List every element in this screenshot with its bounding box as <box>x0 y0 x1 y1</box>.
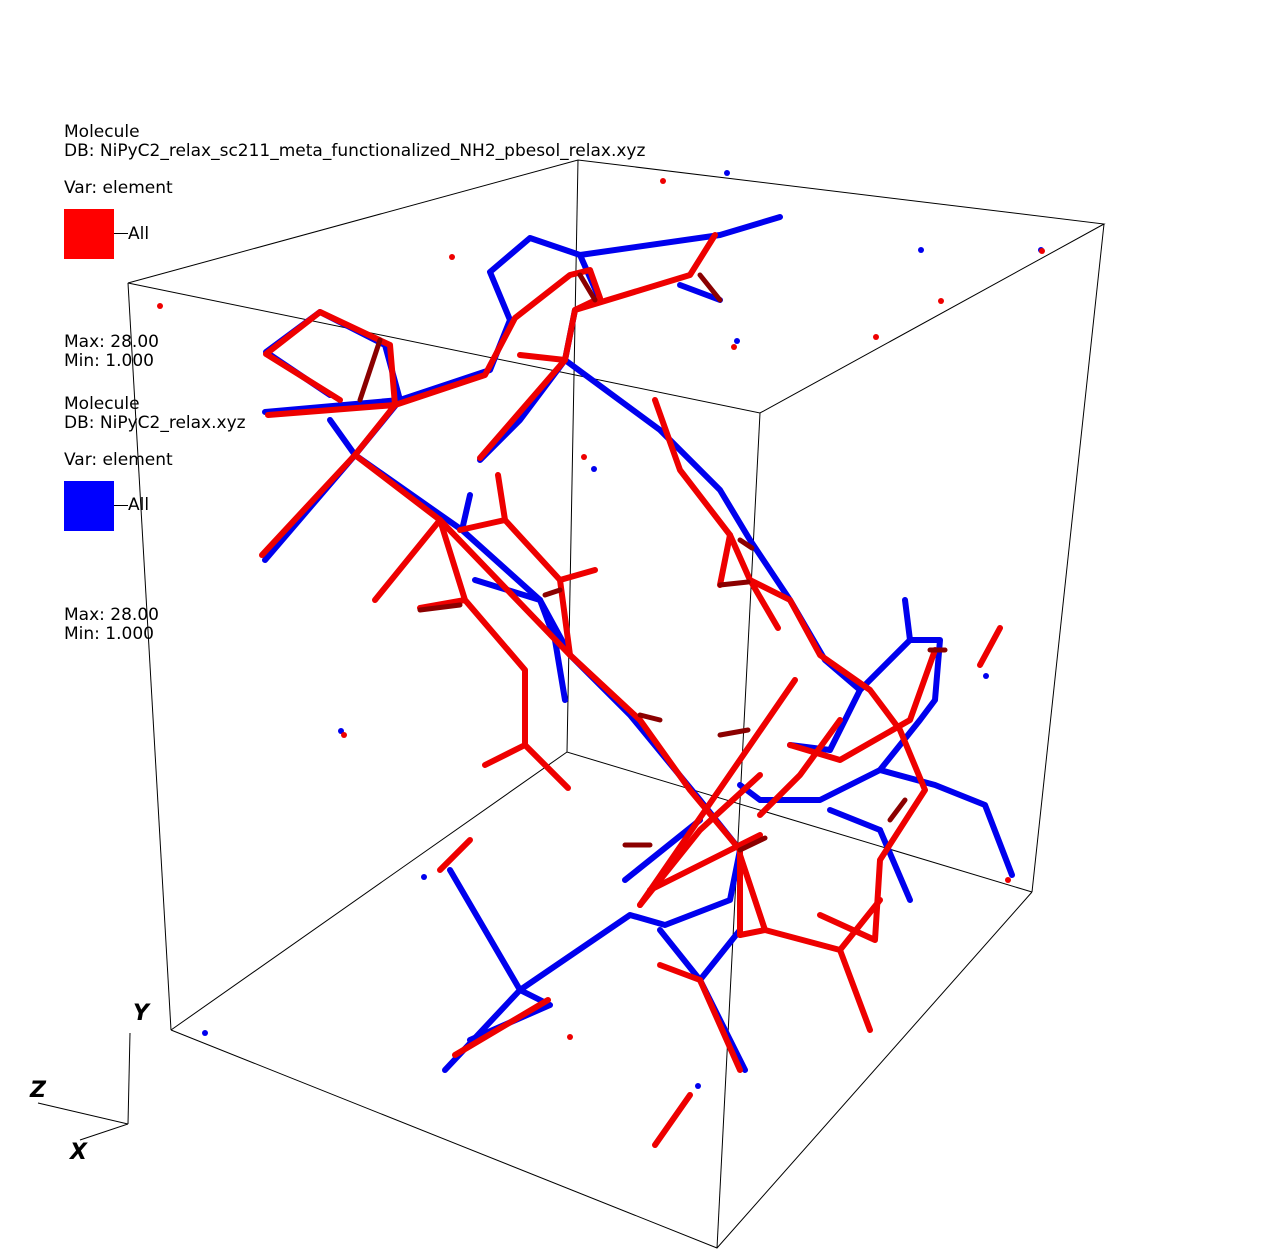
legend-tick <box>114 505 128 506</box>
legend-min: Min: 1.000 <box>64 624 154 644</box>
legend-plot-2: Molecule DB: NiPyC2_relax.xyz Var: eleme… <box>64 395 246 470</box>
legend-max: Max: 28.00 <box>64 605 159 625</box>
legend-max: Max: 28.00 <box>64 332 159 352</box>
legend-swatch-label: All <box>128 224 150 244</box>
legend-color-swatch-blue <box>64 481 114 531</box>
legend-type: Molecule <box>64 394 140 414</box>
legend-var: Var: element <box>64 178 173 198</box>
legend-var: Var: element <box>64 450 173 470</box>
legend-swatch-label: All <box>128 495 150 515</box>
legend-range-2: Max: 28.00 Min: 1.000 <box>64 606 159 644</box>
legend-type: Molecule <box>64 122 140 142</box>
legend-min: Min: 1.000 <box>64 351 154 371</box>
axis-triad <box>37 1032 131 1141</box>
legend-db: DB: NiPyC2_relax.xyz <box>64 413 246 433</box>
legend-tick <box>114 233 128 234</box>
axis-label-x: X <box>70 1140 87 1165</box>
legend-color-swatch-red <box>64 209 114 259</box>
axis-label-y: Y <box>133 1001 149 1026</box>
molecule-red <box>259 232 1003 1148</box>
legend-db: DB: NiPyC2_relax_sc211_meta_functionaliz… <box>64 141 646 161</box>
molecule-overlap-shading <box>357 272 948 853</box>
legend-plot-1: Molecule DB: NiPyC2_relax_sc211_meta_fun… <box>64 123 645 198</box>
bounding-box <box>127 159 1106 1249</box>
legend-range-1: Max: 28.00 Min: 1.000 <box>64 333 159 371</box>
isolated-atoms <box>157 170 1045 1089</box>
axis-label-z: Z <box>30 1078 46 1103</box>
